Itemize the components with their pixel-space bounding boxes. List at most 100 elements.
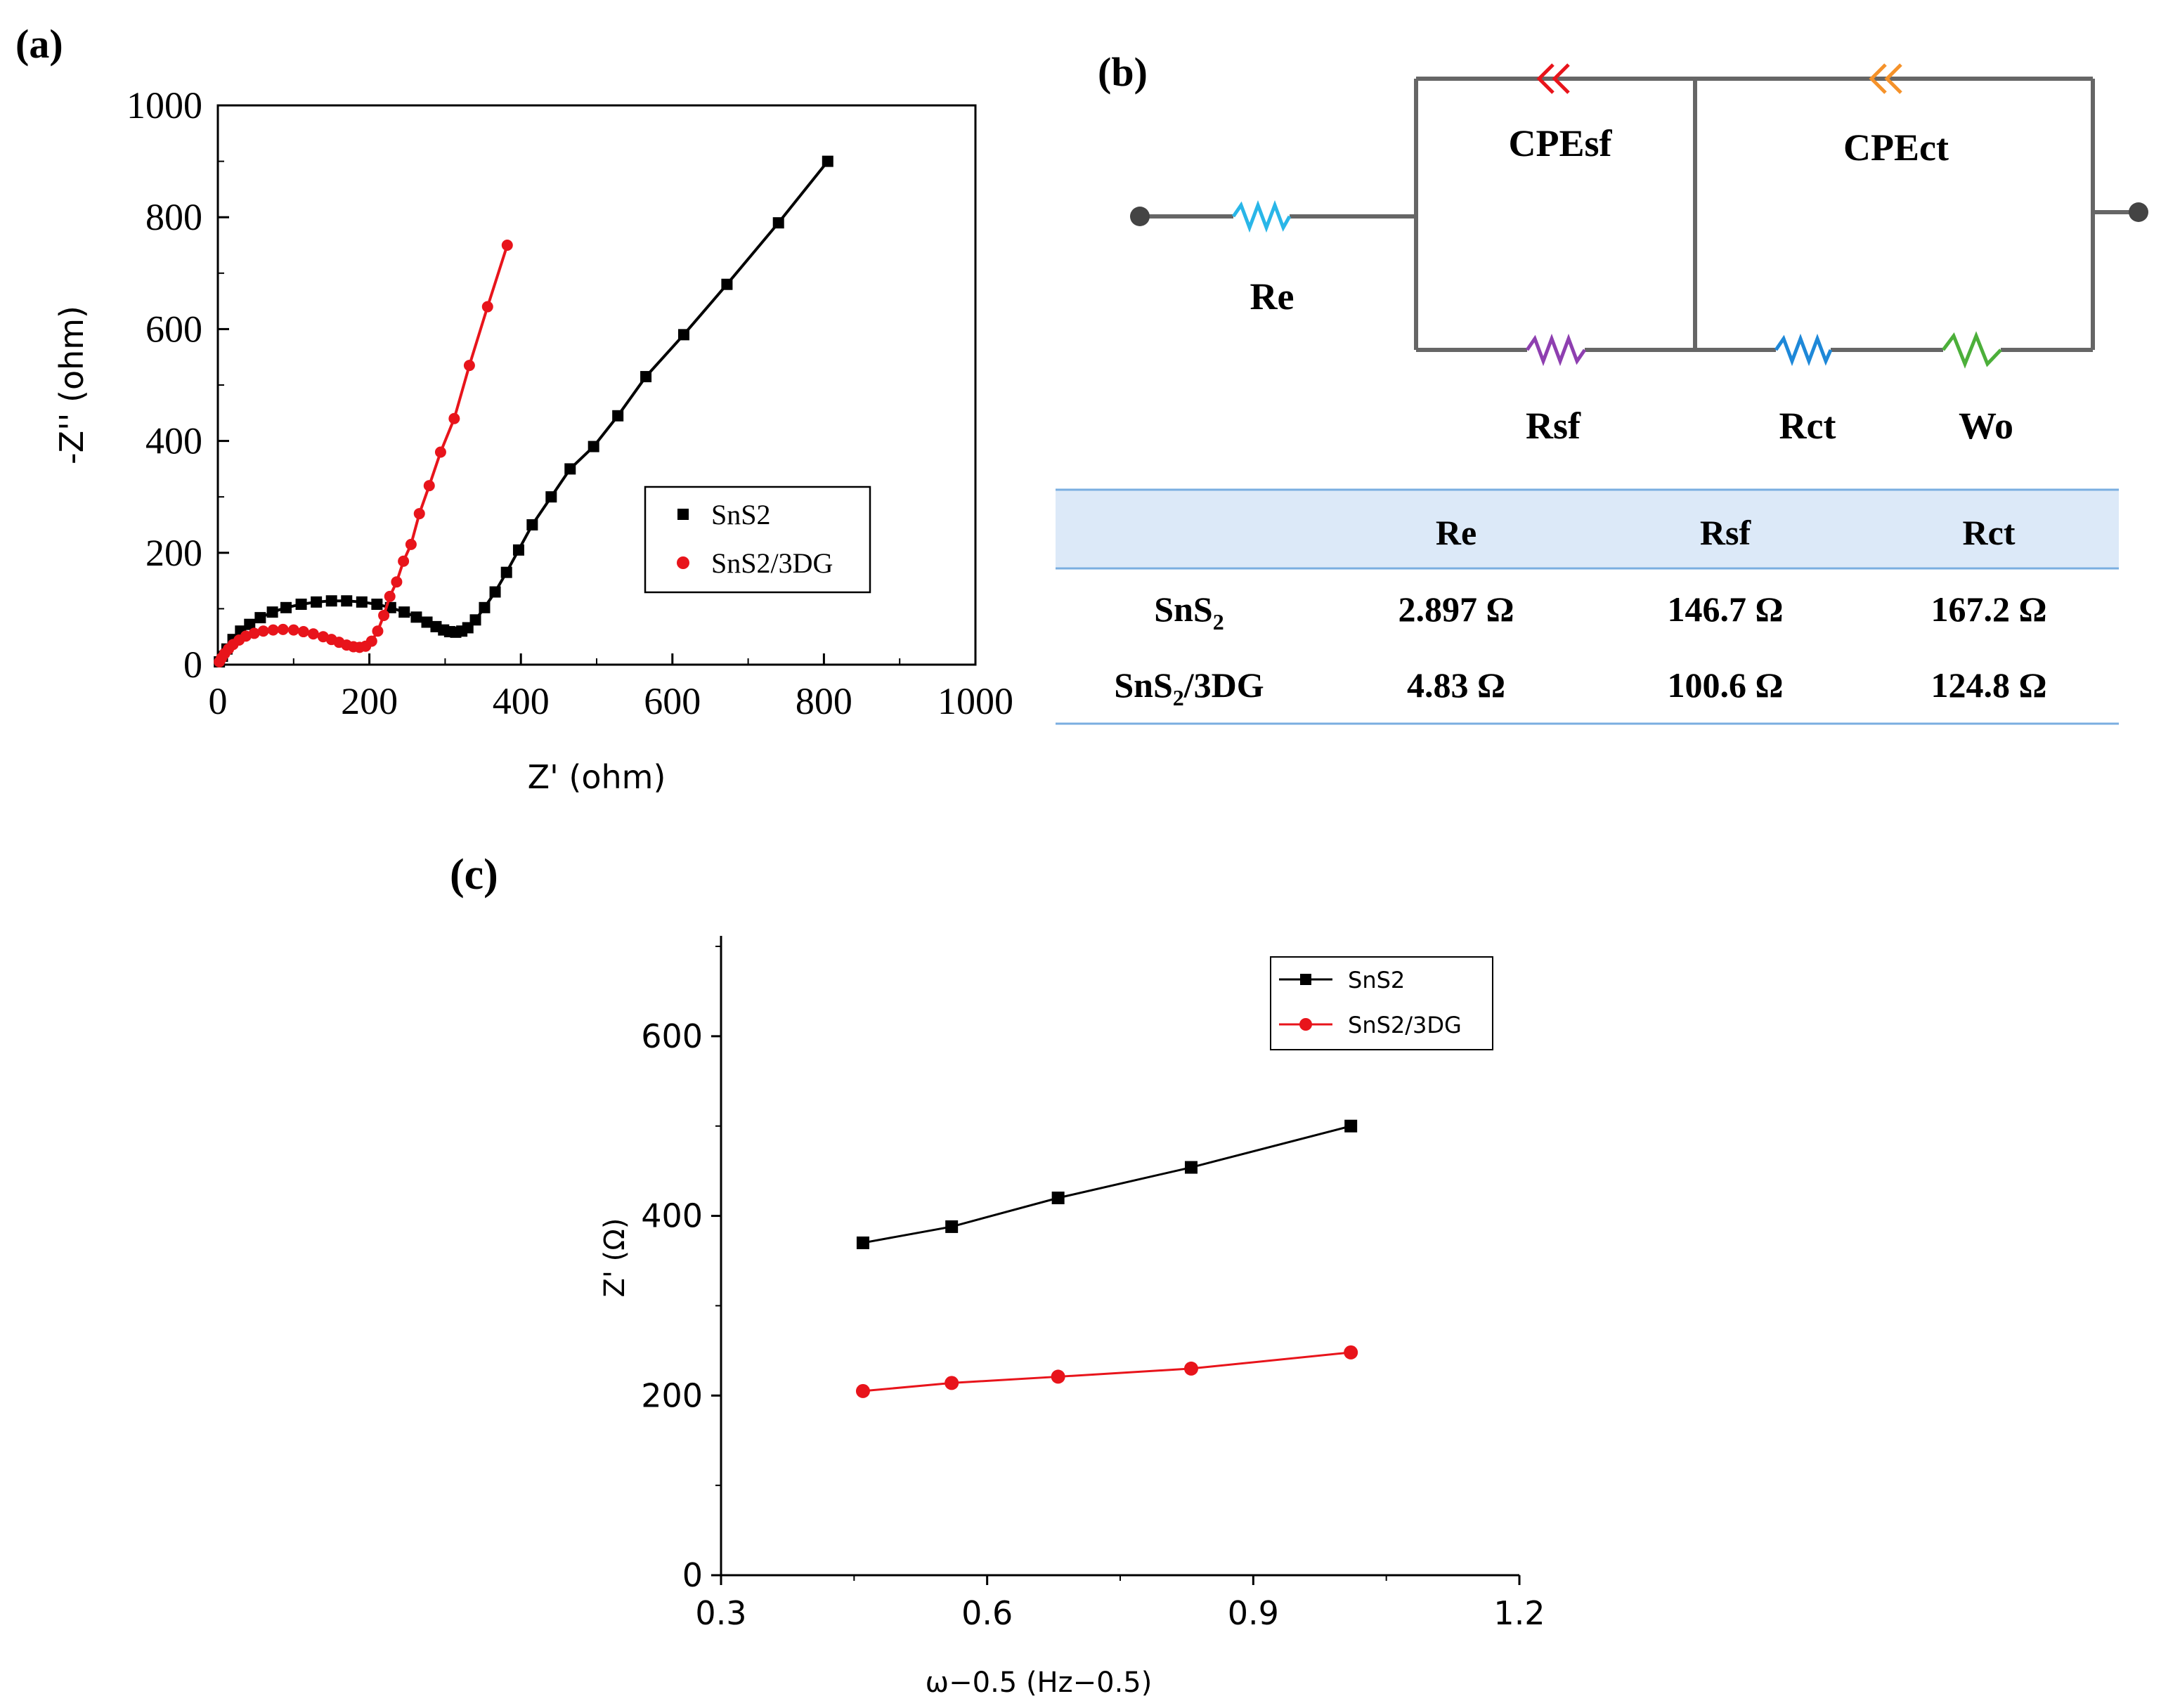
- chart-c-point-sns2-3dg: [1051, 1369, 1065, 1384]
- circuit-labels: Re CPEsf CPEct Rsf Rct Wo: [1250, 122, 2014, 447]
- chart-a-point-sns2: [772, 217, 784, 229]
- chart-a-xtick-label: 200: [341, 680, 398, 722]
- chart-a-xtick-label: 800: [796, 680, 852, 722]
- chart-a-point-sns2-3dg: [501, 240, 513, 251]
- circuit-label-cpect: CPEct: [1843, 126, 1949, 169]
- chart-a-point-sns2: [526, 519, 538, 530]
- chart-c-point-sns2-3dg: [1344, 1345, 1358, 1360]
- chart-a-point-sns2-3dg: [463, 360, 475, 372]
- chart-a-legend: SnS2 SnS2/3DG: [644, 485, 871, 594]
- chart-a-point-sns2-3dg: [257, 625, 269, 637]
- table-header-rct: Rct: [1963, 513, 2016, 552]
- chart-a-ytick-label: 1000: [126, 84, 202, 126]
- circuit-label-re: Re: [1250, 275, 1294, 318]
- chart-a-ytick-label: 200: [145, 532, 202, 574]
- chart-a-point-sns2: [479, 601, 491, 613]
- chart-a-point-sns2: [371, 599, 383, 611]
- chart-a-point-sns2: [311, 596, 323, 608]
- equivalent-circuit: [1138, 77, 2140, 352]
- chart-a-point-sns2: [489, 586, 501, 598]
- table-row-1-rct: 167.2 Ω: [1930, 589, 2046, 629]
- chart-c-ytick-label: 600: [641, 1017, 703, 1055]
- chart-a-point-sns2-3dg: [423, 480, 435, 492]
- chart-a: 0 200 400 600 800 1000 0 200 400 600 800 1000 Z' (o…: [53, 84, 1013, 796]
- chart-a-ytick-label: 0: [183, 644, 202, 686]
- chart-a-point-sns2-3dg: [365, 635, 377, 647]
- chart-a-legend-sns2-3dg: SnS2/3DG: [711, 547, 833, 579]
- chart-a-point-sns2: [266, 606, 278, 618]
- chart-c-xtick-label: 0.9: [1228, 1594, 1279, 1632]
- chart-a-point-sns2: [512, 544, 524, 556]
- table-row-1-sample: SnS2: [1154, 589, 1224, 634]
- table-header-rsf: Rsf: [1700, 513, 1752, 552]
- chart-a-point-sns2: [295, 599, 307, 611]
- chart-c-ytick-label: 0: [682, 1556, 703, 1594]
- circuit-label-cpesf: CPEsf: [1509, 122, 1613, 164]
- chart-a-point-sns2-3dg: [307, 628, 319, 640]
- chart-c: 0.3 0.6 0.9 1.2 0 200 400 600 ω−0.5 (Hz−0.5) Z'…: [599, 936, 1545, 1699]
- chart-c-point-sns2-3dg: [1183, 1361, 1198, 1376]
- chart-a-point-sns2-3dg: [434, 446, 446, 458]
- chart-c-point-sns2: [856, 1236, 869, 1249]
- panel-label-a: (a): [15, 21, 63, 67]
- chart-c-legend: SnS2 SnS2/3DG: [1270, 956, 1493, 1050]
- chart-a-xtick-label: 1000: [937, 680, 1013, 722]
- chart-a-point-sns2: [280, 601, 292, 613]
- chart-a-ylabel: -Z'' (ohm): [53, 306, 91, 464]
- chart-c-point-sns2-3dg: [855, 1383, 870, 1398]
- panel-label-c: (c): [450, 851, 498, 899]
- chart-a-point-sns2: [398, 606, 410, 618]
- chart-a-point-sns2-3dg: [378, 609, 390, 621]
- chart-a-point-sns2-3dg: [448, 412, 460, 424]
- table-row-2-rct: 124.8 Ω: [1930, 665, 2046, 705]
- chart-a-point-sns2-3dg: [277, 623, 289, 635]
- circuit-label-wo: Wo: [1959, 405, 2013, 447]
- resistor-rsf-icon: [1525, 333, 1587, 367]
- chart-a-point-sns2-3dg: [391, 576, 403, 588]
- chart-c-xtick-label: 1.2: [1493, 1594, 1545, 1632]
- chart-a-xtick-label: 0: [209, 680, 228, 722]
- chart-a-xtick-label: 400: [493, 680, 550, 722]
- table-row-2-rsf: 100.6 Ω: [1667, 665, 1783, 705]
- chart-c-point-sns2: [1051, 1192, 1065, 1204]
- chart-a-ytick-label: 800: [145, 196, 202, 238]
- chart-a-point-sns2: [721, 278, 733, 290]
- chart-a-point-sns2: [588, 441, 599, 452]
- chart-c-ytick-label: 200: [641, 1376, 703, 1414]
- chart-a-point-sns2-3dg: [481, 301, 493, 313]
- table-header-background: [1056, 490, 2119, 568]
- chart-a-point-sns2: [500, 566, 512, 578]
- warburg-wo-icon: [1942, 331, 2002, 369]
- chart-a-point-sns2: [545, 491, 557, 503]
- circuit-elements: [1231, 63, 2002, 369]
- chart-a-point-sns2-3dg: [287, 624, 299, 636]
- chart-a-point-sns2: [612, 410, 624, 422]
- chart-c-point-sns2: [1184, 1161, 1198, 1174]
- chart-a-point-sns2-3dg: [384, 590, 396, 602]
- table-row-1-rsf: 146.7 Ω: [1667, 589, 1783, 629]
- chart-a-point-sns2: [564, 463, 576, 475]
- chart-c-legend-marker-sns2-3dg: [1299, 1018, 1312, 1031]
- chart-a-point-sns2: [410, 611, 422, 623]
- chart-a-legend-marker-sns2: [677, 509, 689, 520]
- chart-a-point-sns2: [421, 616, 433, 628]
- chart-a-point-sns2-3dg: [248, 627, 260, 639]
- chart-a-xlabel: Z' (ohm): [528, 758, 666, 796]
- chart-a-point-sns2: [244, 618, 256, 630]
- chart-a-point-sns2-3dg: [372, 625, 384, 637]
- chart-a-point-sns2-3dg: [297, 626, 309, 638]
- chart-a-point-sns2: [341, 595, 353, 607]
- chart-a-ytick-label: 400: [145, 420, 202, 462]
- chart-a-point-sns2-3dg: [405, 538, 417, 550]
- chart-c-xtick-label: 0.3: [695, 1594, 746, 1632]
- circuit-label-rct: Rct: [1779, 405, 1836, 447]
- circuit-label-rsf: Rsf: [1526, 405, 1581, 447]
- chart-a-point-sns2: [677, 329, 689, 341]
- chart-a-point-sns2-3dg: [413, 508, 425, 520]
- chart-a-legend-marker-sns2-3dg: [677, 556, 689, 569]
- chart-a-point-sns2: [356, 596, 368, 608]
- chart-c-xtick-label: 0.6: [961, 1594, 1013, 1632]
- chart-a-ytick-label: 600: [145, 308, 202, 350]
- cpe-sf-icon: [1536, 63, 1570, 94]
